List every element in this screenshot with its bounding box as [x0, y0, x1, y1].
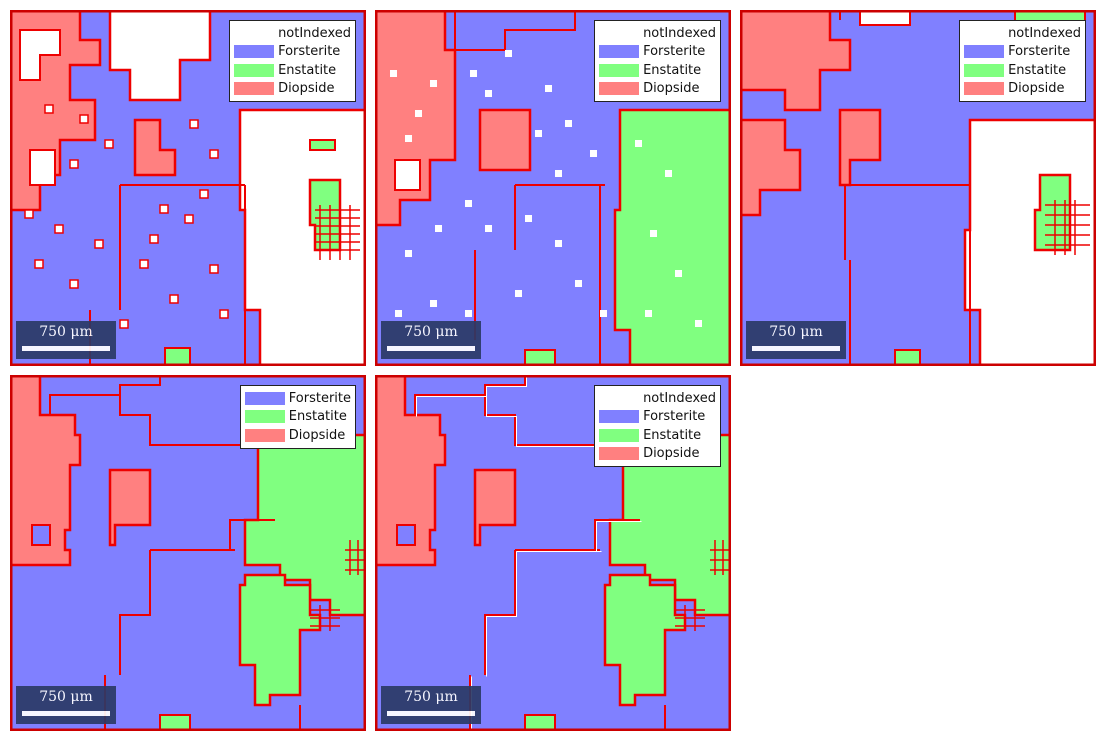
legend-swatch [244, 410, 285, 424]
legend-label: Forsterite [278, 44, 341, 60]
legend-swatch [244, 391, 285, 405]
legend: notIndexed Forsterite Enstatite Diopside [594, 385, 721, 467]
scale-bar: 750 μm [746, 321, 846, 359]
scale-bar-label: 750 μm [769, 324, 823, 340]
legend-label: Diopside [643, 81, 700, 97]
legend-label: notIndexed [643, 390, 716, 406]
legend-swatch [234, 26, 275, 40]
scale-bar-line [22, 346, 110, 351]
legend-swatch [234, 82, 275, 96]
legend-item-diopside: Diopside [964, 80, 1081, 99]
legend-label: Diopside [1008, 81, 1065, 97]
legend-item-diopside: Diopside [244, 426, 351, 445]
scale-bar-line [22, 711, 110, 716]
legend-label: Forsterite [288, 390, 351, 406]
scale-bar-label: 750 μm [404, 324, 458, 340]
legend-label: notIndexed [643, 25, 716, 41]
legend-label: Forsterite [643, 409, 706, 425]
legend-swatch [599, 428, 640, 442]
legend-swatch [234, 63, 275, 77]
legend-item-enstatite: Enstatite [244, 408, 351, 427]
legend: notIndexed Forsterite Enstatite Diopside [594, 20, 721, 102]
scale-bar: 750 μm [381, 686, 481, 724]
legend-swatch [599, 391, 640, 405]
legend-swatch [599, 63, 640, 77]
legend-label: notIndexed [1008, 25, 1081, 41]
legend-swatch [599, 410, 640, 424]
scale-bar-line [752, 346, 840, 351]
scale-bar-label: 750 μm [39, 689, 93, 705]
scale-bar-line [387, 711, 475, 716]
legend-label: Forsterite [1008, 44, 1071, 60]
ebsd-map-panel-1: notIndexed Forsterite Enstatite Diopside… [10, 10, 366, 366]
ebsd-map-panel-2: notIndexed Forsterite Enstatite Diopside… [375, 10, 731, 366]
ebsd-map-panel-3: notIndexed Forsterite Enstatite Diopside… [740, 10, 1096, 366]
ebsd-map-panel-5: notIndexed Forsterite Enstatite Diopside… [375, 375, 731, 731]
legend-label: Diopside [288, 427, 346, 443]
scale-bar-label: 750 μm [404, 689, 458, 705]
legend-item-notindexed: notIndexed [964, 24, 1081, 43]
legend-item-diopside: Diopside [234, 80, 351, 99]
legend-swatch [964, 45, 1005, 59]
legend-swatch [599, 447, 640, 461]
legend-item-forsterite: Forsterite [964, 43, 1081, 62]
legend-item-forsterite: Forsterite [599, 408, 716, 427]
legend-item-diopside: Diopside [599, 445, 716, 464]
legend-swatch [599, 82, 640, 96]
legend-label: Enstatite [1008, 62, 1067, 78]
legend-label: Enstatite [288, 409, 347, 425]
scale-bar: 750 μm [16, 686, 116, 724]
scale-bar-label: 750 μm [39, 324, 93, 340]
legend-swatch [599, 45, 640, 59]
scale-bar-line [387, 346, 475, 351]
ebsd-map-panel-4: Forsterite Enstatite Diopside 750 μm [10, 375, 366, 731]
legend: Forsterite Enstatite Diopside [239, 385, 356, 449]
legend-item-forsterite: Forsterite [244, 389, 351, 408]
legend-item-forsterite: Forsterite [599, 43, 716, 62]
legend-label: Forsterite [643, 44, 706, 60]
legend-item-enstatite: Enstatite [599, 61, 716, 80]
legend-swatch [964, 63, 1005, 77]
legend-item-forsterite: Forsterite [234, 43, 351, 62]
legend-item-enstatite: Enstatite [599, 426, 716, 445]
phase-map [375, 375, 731, 731]
legend-swatch [234, 45, 275, 59]
scale-bar: 750 μm [381, 321, 481, 359]
legend-label: notIndexed [278, 25, 351, 41]
legend-item-notindexed: notIndexed [599, 24, 716, 43]
legend-swatch [964, 26, 1005, 40]
legend-label: Enstatite [643, 62, 702, 78]
legend-item-notindexed: notIndexed [599, 389, 716, 408]
scale-bar: 750 μm [16, 321, 116, 359]
legend-swatch [964, 82, 1005, 96]
legend-item-enstatite: Enstatite [964, 61, 1081, 80]
legend-label: Diopside [278, 81, 335, 97]
legend-label: Diopside [643, 446, 700, 462]
legend-swatch [599, 26, 640, 40]
legend-item-diopside: Diopside [599, 80, 716, 99]
legend-swatch [244, 428, 285, 442]
legend: notIndexed Forsterite Enstatite Diopside [959, 20, 1086, 102]
legend-label: Enstatite [278, 62, 337, 78]
legend: notIndexed Forsterite Enstatite Diopside [229, 20, 356, 102]
legend-item-notindexed: notIndexed [234, 24, 351, 43]
legend-item-enstatite: Enstatite [234, 61, 351, 80]
legend-label: Enstatite [643, 427, 702, 443]
